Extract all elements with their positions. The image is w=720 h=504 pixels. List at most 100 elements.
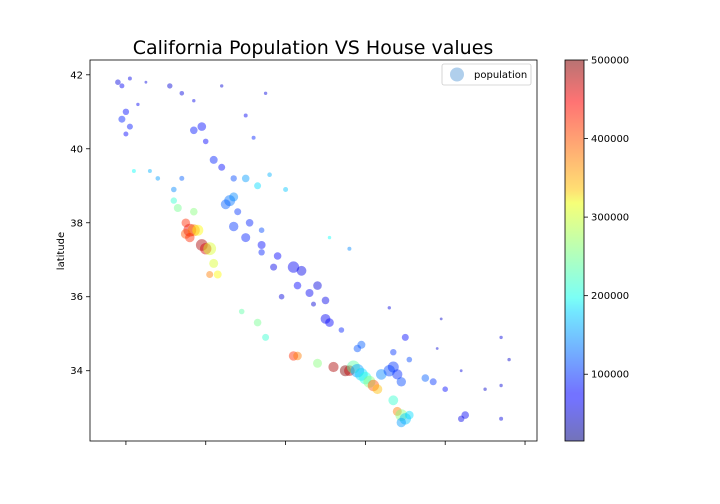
scatter-point: [241, 233, 251, 243]
scatter-point: [383, 365, 395, 377]
scatter-point: [499, 383, 503, 388]
y-axis-label: latitude: [56, 232, 67, 270]
scatter-point: [499, 335, 503, 340]
scatter-point: [396, 417, 406, 428]
scatter-point: [396, 377, 406, 387]
scatter-point: [327, 235, 332, 240]
scatter-point: [293, 281, 302, 290]
scatter-point: [421, 374, 430, 382]
scatter-point: [220, 199, 231, 210]
scatter-point: [257, 241, 266, 249]
scatter-point: [181, 218, 191, 228]
scatter-point: [392, 406, 402, 416]
scatter-point: [179, 175, 185, 181]
scatter-point: [258, 249, 265, 256]
scatter-point: [183, 223, 197, 237]
scatter-point: [388, 395, 399, 406]
scatter-point: [127, 76, 132, 81]
scatter-point: [190, 207, 198, 216]
scatter-point: [115, 79, 121, 85]
scatter-point: [119, 83, 125, 89]
scatter-point: [406, 356, 413, 363]
scatter-point: [147, 169, 152, 173]
scatter-point: [167, 83, 173, 89]
scatter-point: [357, 340, 366, 349]
scatter-point: [287, 261, 300, 273]
colorbar-tick-label: 300000: [591, 213, 629, 224]
scatter-point: [122, 108, 130, 116]
scatter-point: [171, 186, 177, 193]
plot-area-frame: [89, 59, 538, 442]
scatter-point: [313, 281, 322, 290]
scatter-point: [241, 174, 250, 183]
y-tick-label: 42: [70, 70, 83, 81]
colorbar-tick-label: 400000: [591, 134, 629, 145]
scatter-point: [224, 195, 236, 207]
scatter-point: [320, 314, 331, 324]
scatter-point: [251, 135, 256, 140]
scatter-point: [262, 333, 270, 341]
scatter-point: [439, 317, 443, 321]
chart-title: California Population VS House values: [133, 37, 494, 59]
colorbar-tick-label: 100000: [591, 370, 629, 381]
scatter-point: [155, 176, 161, 181]
scatter-point: [203, 242, 217, 256]
scatter-point: [353, 344, 362, 353]
scatter-point: [387, 306, 391, 310]
scatter-point: [305, 289, 314, 297]
colorbar-ticks: 100000 200000 300000 400000 500000: [584, 56, 629, 381]
scatter-point: [499, 416, 504, 421]
scatter-point: [118, 115, 126, 123]
scatter-point: [442, 386, 449, 393]
scatter-point: [173, 204, 182, 212]
scatter-point: [390, 349, 397, 356]
scatter-point: [273, 252, 282, 260]
y-tick-label: 36: [70, 292, 83, 303]
scatter-point: [187, 224, 200, 237]
scatter-point: [258, 227, 265, 233]
scatter-point: [459, 369, 463, 373]
scatter-point: [209, 258, 219, 268]
colorbar-frame: [564, 59, 585, 442]
scatter-point: [313, 358, 322, 368]
legend: population: [441, 63, 532, 86]
y-tick-label: 34: [70, 366, 83, 377]
colorbar-tick-label: 200000: [591, 291, 629, 302]
scatter-point: [372, 384, 383, 395]
scatter-point: [387, 361, 399, 373]
scatter-point: [328, 361, 339, 373]
plot-area-background: [90, 60, 537, 441]
scatter-point: [131, 169, 136, 173]
scatter-point: [347, 246, 352, 251]
scatter-point: [218, 163, 226, 171]
scatter-point: [363, 375, 376, 388]
scatter-point: [367, 379, 380, 392]
scatter-point: [192, 99, 196, 103]
scatter-point: [338, 327, 345, 333]
scatter-point: [254, 182, 262, 190]
y-tick-label: 38: [70, 218, 83, 229]
scatter-point: [144, 80, 148, 84]
x-axis-ticks: [125, 441, 526, 445]
scatter-point: [461, 411, 470, 419]
scatter-point: [346, 360, 360, 374]
scatter-point: [209, 155, 218, 164]
scatter-point: [507, 357, 511, 362]
scatter-point: [267, 172, 272, 177]
scatter-point: [458, 415, 465, 422]
scatter-point: [245, 219, 254, 227]
scatter-point: [325, 318, 334, 327]
scatter-point: [283, 187, 289, 192]
y-tick-label: 40: [70, 144, 83, 155]
scatter-point: [296, 265, 307, 276]
scatter-point: [401, 333, 409, 341]
scatter-points: [115, 76, 511, 428]
scatter-point: [170, 197, 177, 204]
scatter-point: [213, 270, 222, 279]
scatter-point: [200, 243, 212, 255]
scatter-point: [202, 138, 209, 145]
scatter-point: [392, 369, 403, 380]
scatter-point: [179, 91, 185, 96]
scatter-point: [339, 365, 351, 377]
